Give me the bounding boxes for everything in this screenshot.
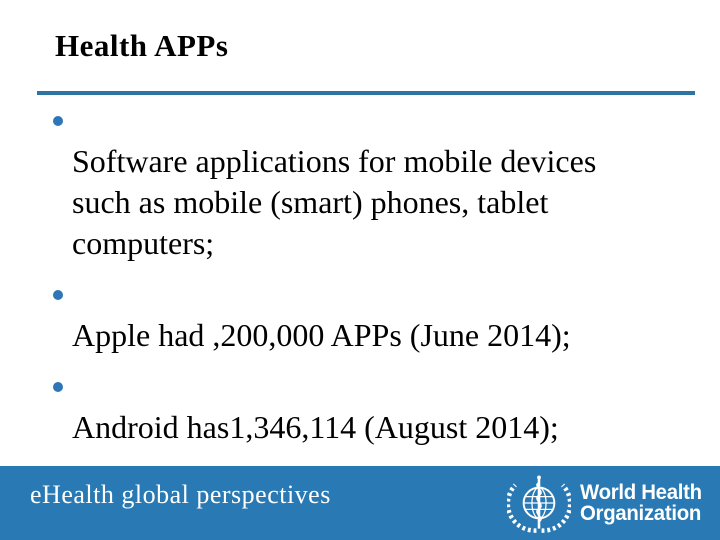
bullet-item: Apple had ,200,000 APPs (June 2014); xyxy=(53,274,665,356)
who-wordmark-line2: Organization xyxy=(580,502,702,525)
footer-bar: eHealth global perspectives World Health xyxy=(0,466,720,540)
who-wordmark-line1: World Health xyxy=(580,480,703,504)
bullet-dot-icon xyxy=(53,382,63,392)
footer-title: eHealth global perspectives xyxy=(30,480,331,509)
who-wordmark: World Health Organization xyxy=(580,480,703,525)
bullet-item: Android has1,346,114 (August 2014); xyxy=(53,366,665,448)
slide-title: Health APPs xyxy=(55,28,229,63)
who-emblem-icon xyxy=(507,475,572,533)
bullet-item: Software applications for mobile devices… xyxy=(53,100,665,264)
title-underline-rule xyxy=(37,91,695,95)
who-logo: World Health Organization xyxy=(507,469,706,537)
bullet-dot-icon xyxy=(53,116,63,126)
bullet-text: Android has1,346,114 (August 2014); xyxy=(72,409,559,445)
bullet-text: Software applications for mobile devices… xyxy=(72,143,597,261)
bullet-dot-icon xyxy=(53,290,63,300)
bullet-text: Apple had ,200,000 APPs (June 2014); xyxy=(72,317,571,353)
